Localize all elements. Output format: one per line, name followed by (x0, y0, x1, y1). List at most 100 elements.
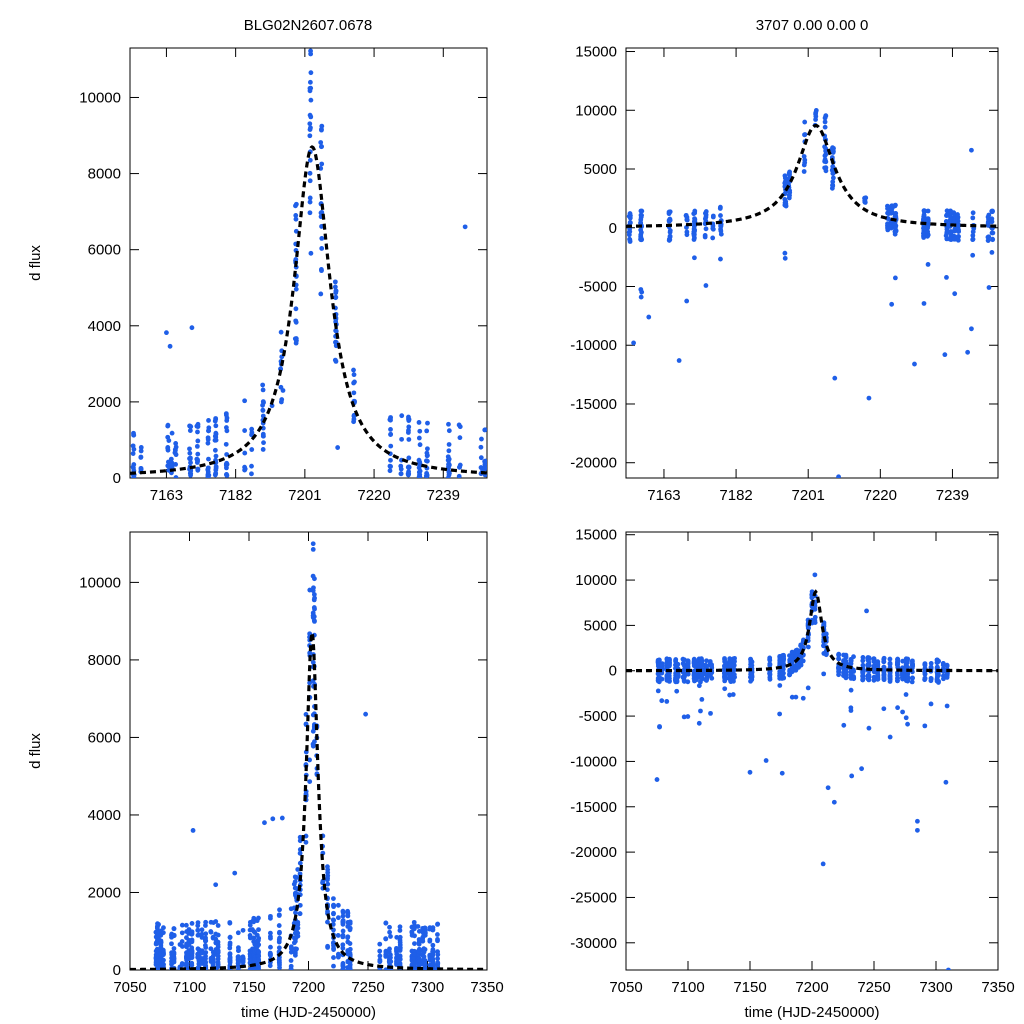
data-point (256, 956, 261, 962)
data-point (922, 669, 928, 675)
data-point (160, 930, 166, 936)
data-point (256, 964, 262, 970)
data-point (925, 219, 931, 224)
data-point (335, 951, 341, 957)
y-tick-label: -15000 (570, 396, 617, 413)
data-point (295, 925, 301, 931)
data-point (260, 402, 265, 408)
y-tick-label: 5000 (584, 161, 617, 178)
data-point (184, 960, 189, 966)
data-point (638, 229, 644, 235)
data-point (293, 216, 299, 222)
data-point (240, 927, 246, 933)
y-tick-label: 15000 (575, 44, 617, 61)
data-point (801, 169, 807, 174)
data-point (387, 924, 392, 930)
data-point (921, 301, 927, 306)
data-point (161, 957, 166, 963)
data-point (251, 935, 257, 941)
data-point (205, 440, 211, 446)
x-tick-label: 7050 (609, 979, 642, 996)
data-point (333, 328, 339, 334)
data-point (210, 956, 216, 962)
data-point (293, 213, 299, 218)
data-point (388, 417, 393, 423)
data-point (406, 455, 412, 461)
data-point (377, 948, 383, 954)
data-point (131, 432, 136, 438)
data-point (841, 722, 847, 728)
data-point (294, 875, 300, 880)
data-point (235, 930, 241, 936)
model-curve (130, 632, 487, 970)
data-point (307, 170, 313, 176)
data-point (347, 967, 353, 970)
data-point (718, 224, 724, 229)
data-point (202, 937, 208, 943)
data-point (684, 298, 690, 304)
data-point (387, 468, 393, 474)
data-point (307, 779, 313, 785)
data-point (786, 192, 792, 198)
x-tick-label: 7200 (292, 979, 325, 996)
y-tick-label: 4000 (88, 318, 121, 335)
data-point (295, 867, 301, 872)
data-point (718, 213, 723, 218)
data-point (708, 710, 713, 716)
data-point (638, 237, 644, 243)
data-point (893, 210, 899, 216)
data-point (944, 663, 950, 669)
data-point (435, 952, 441, 958)
data-point (308, 85, 314, 91)
y-tick-label: -5000 (579, 278, 617, 295)
data-point (881, 706, 887, 712)
data-point (406, 464, 412, 470)
data-point (399, 413, 405, 419)
data-point (446, 442, 452, 447)
data-point (333, 290, 339, 296)
data-point (186, 942, 192, 948)
data-point (213, 423, 219, 429)
data-point (308, 97, 314, 103)
data-point (168, 456, 174, 462)
x-tick-label: 7220 (864, 487, 897, 504)
x-tick-label: 7350 (981, 979, 1014, 996)
data-point (430, 942, 436, 948)
data-point (171, 926, 177, 931)
data-point (203, 960, 209, 966)
data-point (848, 705, 854, 711)
data-point (722, 686, 728, 692)
data-point (903, 715, 909, 721)
outlier-point (164, 330, 169, 336)
outlier-point (190, 828, 196, 833)
data-point (319, 246, 325, 251)
data-point (288, 958, 294, 963)
data-point (905, 678, 911, 684)
data-point (297, 850, 303, 856)
data-point (940, 660, 946, 666)
data-point (674, 688, 680, 694)
data-point (205, 437, 211, 442)
x-tick-label: 7150 (232, 979, 265, 996)
data-point (446, 456, 452, 462)
data-point (236, 960, 241, 966)
data-point (944, 274, 949, 280)
data-point (691, 211, 697, 217)
data-point (213, 453, 219, 459)
data-point (312, 606, 317, 612)
data-point (319, 235, 325, 241)
data-point (928, 664, 934, 670)
data-point (801, 162, 807, 168)
data-point (169, 941, 174, 947)
data-point (843, 675, 849, 681)
data-point (871, 664, 877, 670)
data-point (971, 226, 977, 231)
data-point (173, 452, 179, 458)
data-point (478, 455, 484, 461)
data-point (340, 961, 346, 966)
data-point (307, 157, 313, 163)
data-point (659, 676, 665, 682)
data-point (812, 606, 818, 612)
data-point (627, 219, 633, 225)
data-point (691, 231, 697, 237)
